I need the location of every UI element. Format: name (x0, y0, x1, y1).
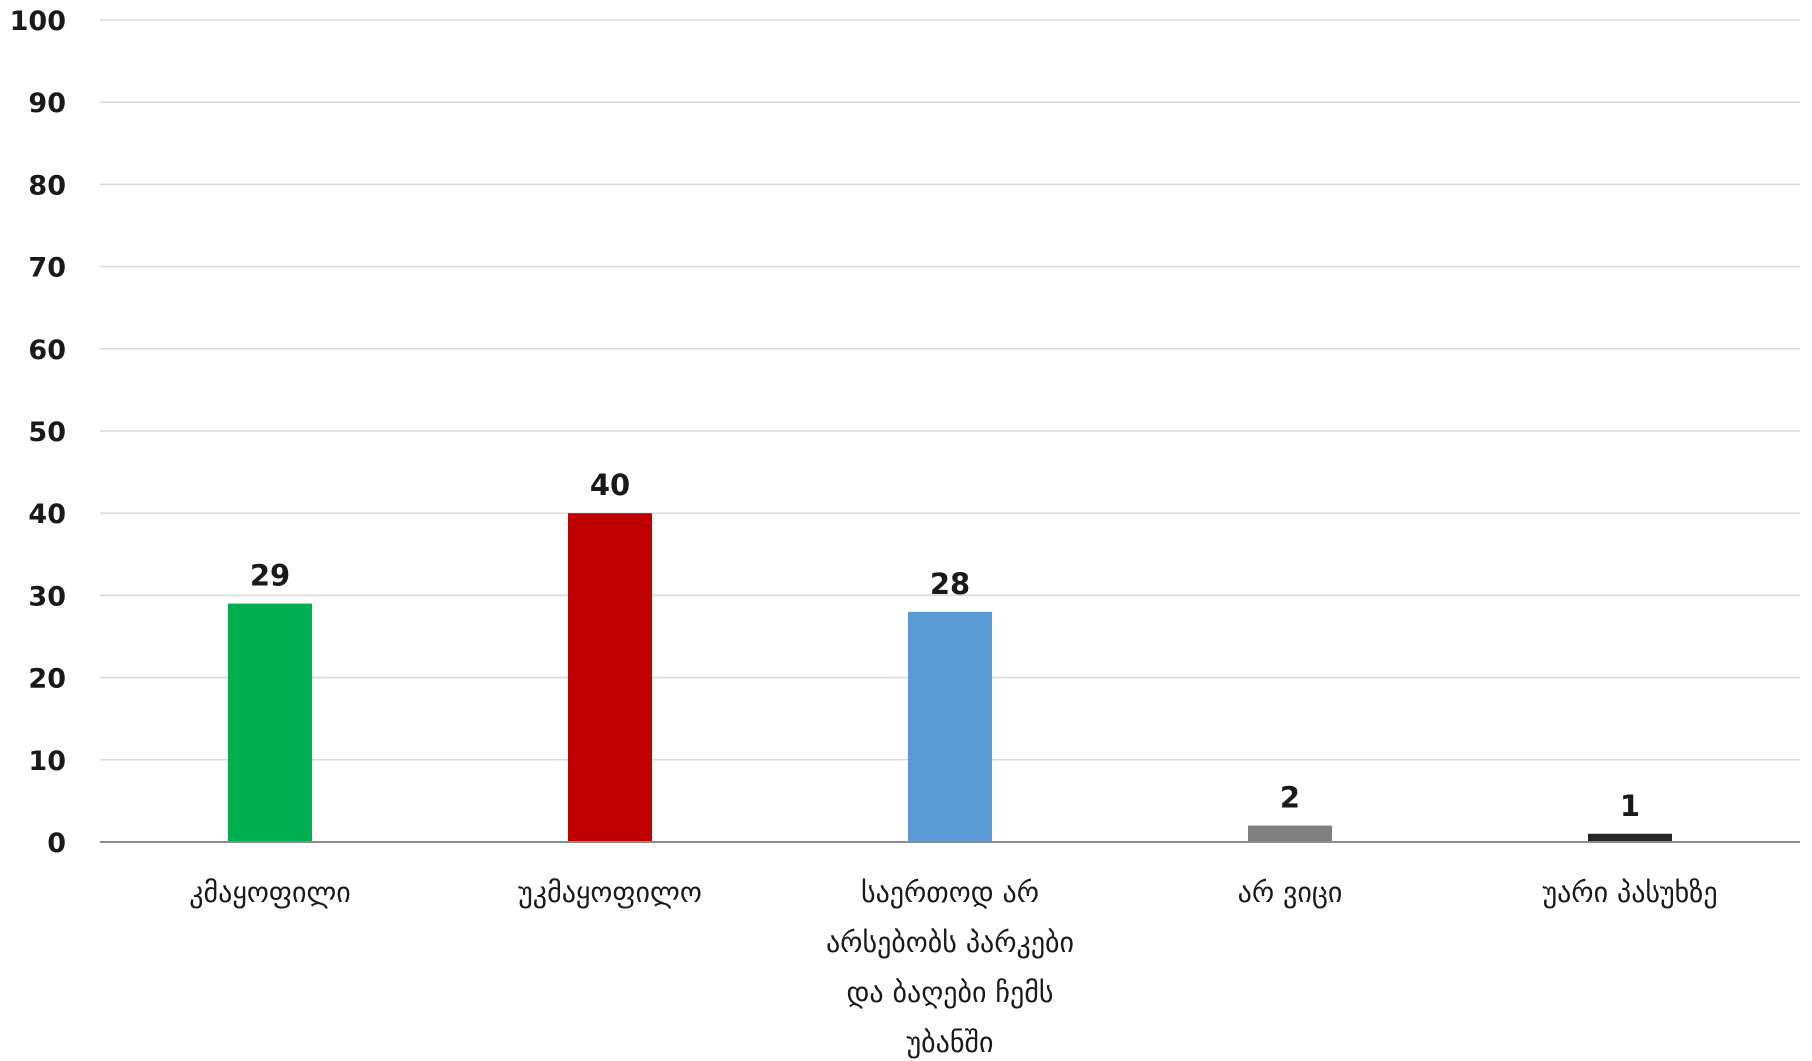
y-tick-label: 30 (28, 581, 66, 612)
category-label-5: უარი პასუხზე (1542, 876, 1717, 909)
bar-1 (228, 603, 312, 842)
bar-3 (908, 611, 992, 842)
bar-4 (1248, 825, 1332, 842)
data-label-5: 1 (1620, 789, 1640, 823)
data-label-4: 2 (1280, 781, 1300, 815)
category-label-1: კმაყოფილი (189, 876, 351, 909)
y-tick-label: 90 (28, 88, 66, 119)
y-tick-label: 20 (28, 664, 66, 695)
category-label-2: უკმაყოფილო (518, 876, 702, 909)
y-tick-label: 10 (28, 746, 66, 777)
bars (228, 513, 1672, 842)
data-label-2: 40 (590, 468, 630, 502)
y-tick-label: 80 (28, 170, 66, 201)
category-labels: კმაყოფილი უკმაყოფილო საერთოდ არ არსებობს პა… (189, 876, 1717, 1059)
data-label-3: 28 (930, 567, 970, 601)
y-tick-label: 40 (28, 499, 66, 530)
y-tick-label: 50 (28, 417, 66, 448)
category-label-line: უბანში (907, 1026, 994, 1059)
data-label-1: 29 (250, 559, 290, 593)
category-label-4: არ ვიცი (1238, 876, 1343, 909)
category-label-line: არსებობს პარკები (826, 926, 1074, 959)
y-axis-ticks: 0 10 20 30 40 50 60 70 80 90 100 (10, 6, 66, 859)
category-label-line: კმაყოფილი (189, 876, 351, 909)
category-label-3: საერთოდ არ არსებობს პარკები და ბაღები ჩემს… (826, 876, 1074, 1059)
category-label-line: უკმაყოფილო (518, 876, 702, 909)
category-label-line: საერთოდ არ (861, 876, 1039, 909)
y-tick-label: 70 (28, 253, 66, 284)
y-tick-label: 60 (28, 335, 66, 366)
y-tick-label: 0 (47, 828, 66, 859)
category-label-line: და ბაღები ჩემს (847, 976, 1054, 1009)
y-tick-label: 100 (10, 6, 66, 37)
gridlines (100, 19, 1800, 761)
bar-2 (568, 513, 652, 842)
category-label-line: არ ვიცი (1238, 876, 1343, 909)
data-labels: 29 40 28 2 1 (250, 468, 1640, 823)
category-label-line: უარი პასუხზე (1542, 876, 1717, 909)
bar-5 (1588, 833, 1672, 842)
